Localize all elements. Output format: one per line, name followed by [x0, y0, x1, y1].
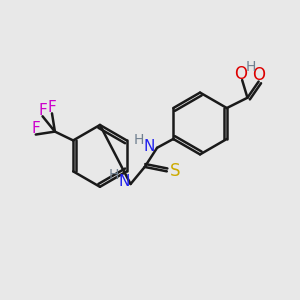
Text: H: H: [246, 60, 256, 74]
Text: H: H: [108, 168, 119, 182]
Text: H: H: [134, 134, 144, 147]
Text: S: S: [170, 162, 180, 180]
Text: O: O: [234, 64, 247, 82]
Text: N: N: [143, 139, 154, 154]
Text: F: F: [48, 100, 56, 115]
Text: F: F: [32, 121, 40, 136]
Text: O: O: [252, 66, 265, 84]
Text: F: F: [38, 103, 47, 118]
Text: N: N: [118, 174, 130, 189]
